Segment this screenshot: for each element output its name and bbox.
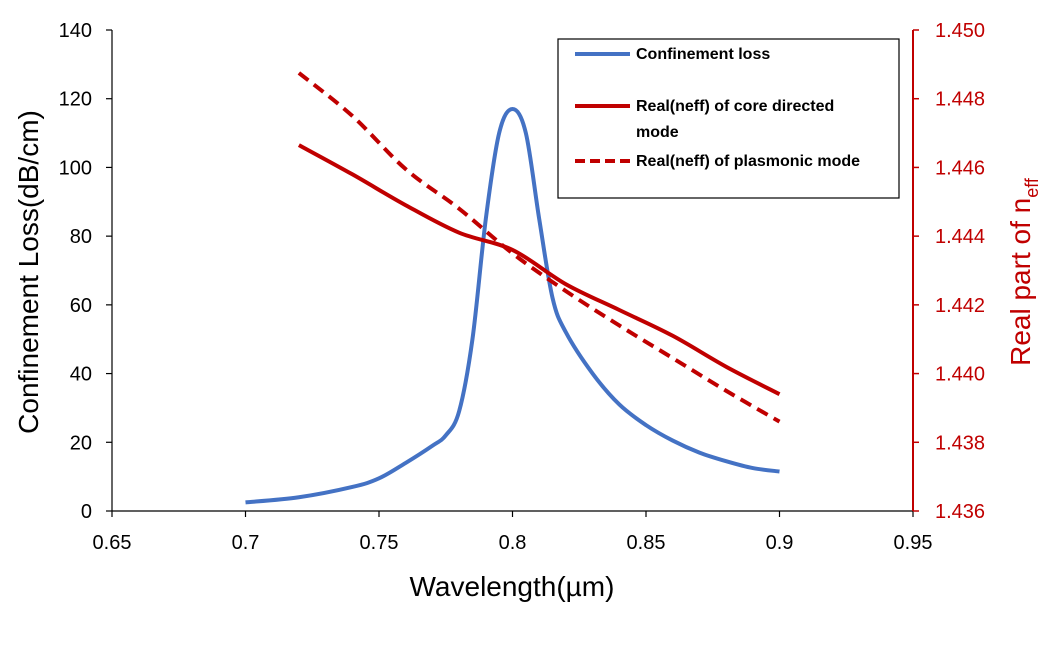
y2-tick-label: 1.442 [935, 295, 985, 317]
y-tick-label: 40 [70, 364, 92, 386]
x-tick-label: 0.95 [894, 532, 933, 554]
confinement-loss-line [245, 107, 780, 505]
y2-tick-label: 1.436 [935, 501, 985, 523]
legend-label-core-mode-line1: Real(neff) of core directed [636, 98, 834, 115]
legend: Confinement loss Real(neff) of core dire… [557, 38, 900, 199]
y2-axis-title-main: Real part of n [1005, 198, 1036, 366]
x-tick-label: 0.65 [93, 532, 132, 554]
y2-tick-label: 1.440 [935, 364, 985, 386]
y-tick-label: 60 [70, 295, 92, 317]
legend-box [557, 38, 900, 199]
core-mode-neff-line [297, 143, 781, 396]
y2-tick-label: 1.444 [935, 226, 985, 248]
y-tick-label: 80 [70, 226, 92, 248]
series-group [245, 71, 781, 505]
y-tick-label: 140 [59, 20, 92, 42]
y2-axis-title: Real part of neff [1005, 177, 1042, 366]
y-axis-title: Confinement Loss(dB/cm) [13, 110, 44, 434]
x-axis-title: Wavelength(µm) [410, 571, 615, 602]
legend-label-core-mode-line2: mode [636, 124, 679, 141]
y2-tick-label: 1.446 [935, 157, 985, 179]
y-tick-label: 20 [70, 432, 92, 454]
y-tick-label: 100 [59, 157, 92, 179]
y2-tick-label: 1.438 [935, 432, 985, 454]
x-tick-label: 0.75 [360, 532, 399, 554]
legend-label-plasmonic-mode: Real(neff) of plasmonic mode [636, 153, 860, 170]
x-tick-label: 0.9 [766, 532, 794, 554]
y-tick-label: 120 [59, 89, 92, 111]
x-tick-label: 0.8 [499, 532, 527, 554]
y2-axis-title-subscript: eff [1022, 177, 1042, 198]
y2-tick-label: 1.448 [935, 89, 985, 111]
y-tick-label: 0 [81, 501, 92, 523]
x-tick-label: 0.85 [627, 532, 666, 554]
y2-tick-label: 1.450 [935, 20, 985, 42]
plasmonic-mode-neff-line [297, 71, 781, 424]
legend-label-confinement-loss: Confinement loss [636, 46, 770, 63]
x-tick-label: 0.7 [232, 532, 260, 554]
tick-group: 0.65 0.7 0.75 0.8 0.85 0.9 0.95 0 20 40 60 80 100 120… [59, 20, 985, 554]
